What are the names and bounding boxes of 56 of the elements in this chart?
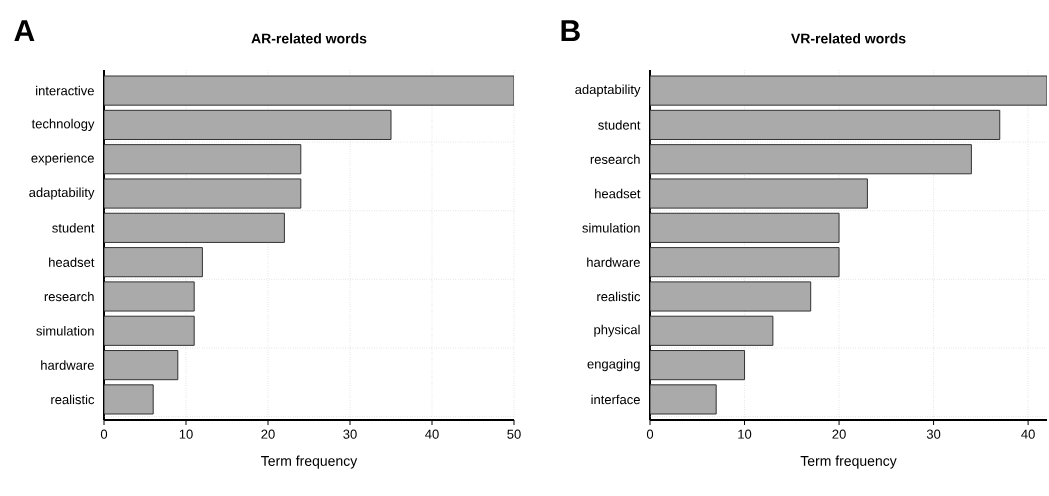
bar xyxy=(650,75,1048,106)
bar xyxy=(104,350,179,381)
y-tick-label: research xyxy=(44,291,94,302)
y-tick-label: headset xyxy=(49,257,95,267)
chart-title: VR-related words xyxy=(791,33,906,44)
x-tick-label: 10 xyxy=(738,429,752,439)
y-tick-label: student xyxy=(52,223,95,233)
bar xyxy=(104,315,195,346)
bar xyxy=(650,384,717,415)
y-tick-label: experience xyxy=(31,153,94,166)
bar xyxy=(650,144,972,175)
y-tick-label: student xyxy=(598,120,641,130)
y-tick-label: realistic xyxy=(51,394,95,405)
x-tick-label: 30 xyxy=(343,429,357,439)
y-tick-label: research xyxy=(590,154,640,164)
bar xyxy=(104,281,195,312)
y-tick-label: interface xyxy=(591,394,640,405)
x-tick-label: 0 xyxy=(100,429,108,439)
bar xyxy=(104,178,302,209)
y-tick-label: technology xyxy=(31,118,95,131)
x-tick-label: 30 xyxy=(926,429,941,439)
bar xyxy=(650,109,1001,140)
y-tick-label: hardware xyxy=(587,257,640,267)
bar xyxy=(104,212,285,243)
y-tick-label: physical xyxy=(594,324,640,337)
x-tick-label: 20 xyxy=(832,429,846,439)
y-tick-label: adaptability xyxy=(29,187,95,200)
y-tick-label: hardware xyxy=(41,360,94,370)
x-axis-title: Term frequency xyxy=(261,455,358,469)
y-tick-label: adaptability xyxy=(575,84,641,97)
y-tick-label: headset xyxy=(595,188,641,199)
y-tick-label: engaging xyxy=(587,359,640,372)
x-tick-label: 0 xyxy=(646,429,654,439)
bar xyxy=(104,109,392,140)
text: A xyxy=(14,20,35,41)
text: B xyxy=(561,20,580,41)
x-tick-label: 20 xyxy=(261,429,275,439)
x-tick-label: 50 xyxy=(507,429,521,439)
bar xyxy=(104,247,203,278)
bar xyxy=(104,384,154,415)
x-tick-label: 40 xyxy=(425,429,439,439)
bar xyxy=(650,315,774,346)
x-axis-title: Term frequency xyxy=(800,455,897,469)
chart-title: AR-related words xyxy=(251,33,367,44)
bar xyxy=(650,212,840,243)
y-tick-label: realistic xyxy=(597,291,641,302)
x-tick-label: 10 xyxy=(179,429,193,439)
y-tick-label: interactive xyxy=(36,85,94,96)
y-tick-label: simulation xyxy=(582,223,640,233)
y-tick-label: simulation xyxy=(36,326,94,336)
bar xyxy=(650,247,840,278)
bar xyxy=(650,178,868,209)
bar xyxy=(104,144,302,175)
bar xyxy=(650,281,812,312)
x-tick-label: 40 xyxy=(1021,429,1035,439)
bar xyxy=(650,350,746,381)
